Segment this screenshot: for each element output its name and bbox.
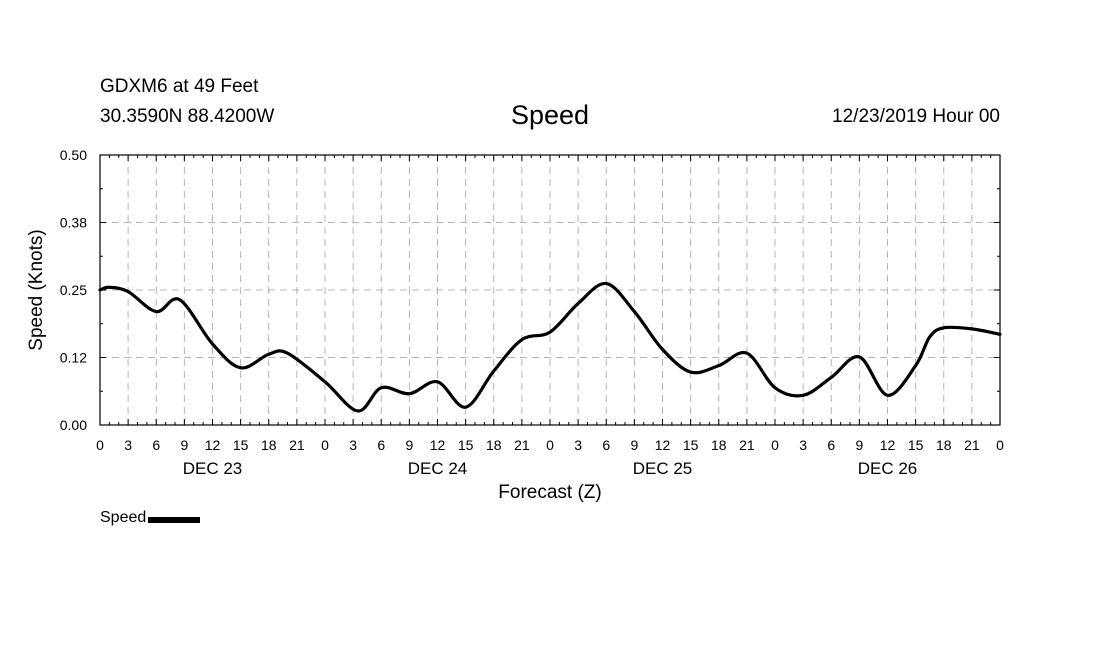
- x-tick-label: 0: [771, 437, 779, 453]
- y-tick-label: 0.25: [60, 282, 87, 298]
- day-label: DEC 24: [408, 459, 468, 478]
- station-label: GDXM6 at 49 Feet: [100, 76, 259, 97]
- data-point: [356, 409, 360, 413]
- y-tick-label: 0.38: [60, 215, 87, 231]
- coordinates-label: 30.3590N 88.4200W: [100, 106, 275, 127]
- data-point: [773, 386, 777, 389]
- x-tick-label: 0: [321, 437, 329, 453]
- x-tick-label: 6: [152, 437, 160, 453]
- data-point: [155, 310, 158, 313]
- data-point: [267, 353, 270, 356]
- x-tick-label: 12: [430, 437, 446, 453]
- x-tick-label: 9: [405, 437, 413, 453]
- x-tick-label: 21: [964, 437, 980, 453]
- x-tick-label: 21: [289, 437, 305, 453]
- data-point: [380, 386, 383, 389]
- data-point: [436, 380, 439, 383]
- data-point: [576, 302, 580, 305]
- data-point: [126, 290, 130, 293]
- x-tick-label: 9: [630, 437, 638, 453]
- data-point: [633, 310, 636, 313]
- data-point: [970, 327, 974, 331]
- x-tick-label: 21: [514, 437, 530, 453]
- x-tick-label: 3: [574, 437, 582, 453]
- y-tick-label: 0.50: [60, 147, 87, 163]
- x-tick-label: 3: [124, 437, 132, 453]
- data-point: [914, 364, 917, 367]
- x-tick-label: 18: [711, 437, 727, 453]
- data-point: [239, 366, 242, 369]
- grid-lines: [100, 155, 1000, 425]
- y-tick-label: 0.00: [60, 417, 87, 433]
- run-time-label: 12/23/2019 Hour 00: [832, 106, 1000, 127]
- data-point: [661, 348, 664, 351]
- x-tick-label: 15: [233, 437, 249, 453]
- data-point: [548, 330, 552, 334]
- y-tick-label: 0.12: [60, 350, 87, 366]
- x-axis-label: Forecast (Z): [498, 482, 602, 503]
- data-point: [492, 369, 495, 373]
- x-tick-label: 18: [486, 437, 502, 453]
- data-point: [178, 298, 181, 301]
- data-point: [998, 333, 1002, 336]
- x-tick-label: 3: [349, 437, 357, 453]
- x-tick-label: 12: [880, 437, 896, 453]
- data-point: [98, 288, 102, 292]
- x-tick-label: 12: [655, 437, 671, 453]
- data-point: [211, 342, 214, 346]
- chart-title: Speed: [510, 100, 590, 130]
- data-point: [745, 351, 749, 355]
- x-tick-label: 6: [377, 437, 385, 453]
- day-label: DEC 23: [183, 459, 243, 478]
- x-tick-label: 9: [180, 437, 188, 453]
- x-tick-label: 0: [96, 437, 104, 453]
- data-point: [605, 282, 608, 285]
- x-tick-label: 6: [602, 437, 610, 453]
- legend: Speed: [100, 509, 201, 527]
- x-tick-label: 18: [261, 437, 277, 453]
- x-tick-label: 12: [205, 437, 221, 453]
- data-point: [323, 380, 327, 383]
- data-point: [689, 370, 692, 374]
- legend-swatch: [148, 516, 201, 523]
- data-point: [717, 364, 720, 367]
- data-point: [928, 335, 931, 339]
- y-axis-label: Speed (Knots): [26, 229, 47, 351]
- data-point: [108, 286, 111, 289]
- x-tick-label: 0: [996, 437, 1004, 453]
- series-layer: [98, 281, 1002, 413]
- x-tick-label: 6: [827, 437, 835, 453]
- data-point: [858, 355, 861, 359]
- day-label: DEC 26: [858, 459, 918, 478]
- x-tick-label: 15: [458, 437, 474, 453]
- x-tick-label: 3: [799, 437, 807, 453]
- x-tick-label: 15: [683, 437, 699, 453]
- x-tick-label: 18: [936, 437, 952, 453]
- x-tick-label: 0: [546, 437, 554, 453]
- data-point: [464, 405, 467, 409]
- data-point: [408, 392, 411, 395]
- axes: 0 3 6 9 12 15 18 21 0 3 6 9 12 15 18 21 0 3 6 9 12 15 18 21 0 3 6 9…: [60, 147, 1004, 478]
- data-point: [286, 351, 289, 355]
- data-point: [942, 326, 945, 329]
- x-tick-label: 9: [855, 437, 863, 453]
- data-point: [520, 338, 524, 341]
- data-point: [801, 394, 805, 397]
- data-point: [886, 394, 889, 397]
- x-tick-label: 21: [739, 437, 755, 453]
- x-tick-label: 15: [908, 437, 924, 453]
- day-label: DEC 25: [633, 459, 693, 478]
- data-point: [830, 376, 833, 379]
- legend-label: Speed: [100, 509, 147, 526]
